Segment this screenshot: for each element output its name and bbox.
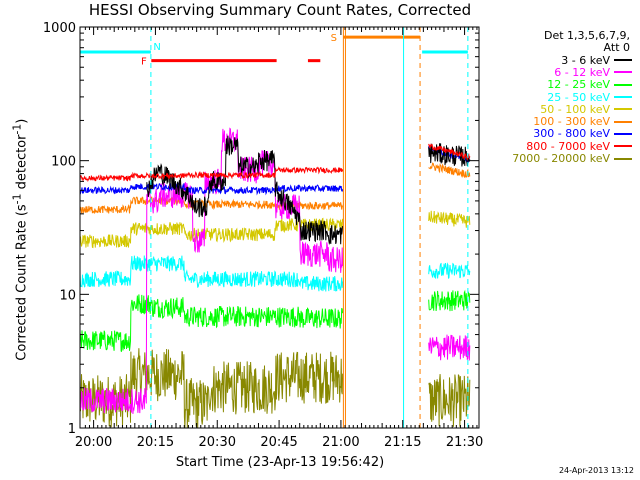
legend-swatch — [614, 108, 632, 111]
legend-detectors: Det 1,3,5,6,7,9, — [543, 29, 630, 42]
legend-entry: 50 - 100 keV — [486, 102, 636, 116]
series-line — [428, 334, 471, 361]
series-line — [79, 166, 344, 182]
legend-swatch — [614, 132, 632, 135]
legend-entry: 6 - 12 keV — [486, 65, 636, 79]
x-axis-label: Start Time (23-Apr-13 19:56:42) — [175, 455, 385, 470]
series-line — [79, 255, 344, 292]
y-tick-label: 10 — [59, 288, 76, 303]
y-axis-label: Corrected Count Rate (s-1 detector-1) — [10, 118, 30, 361]
legend: Det 1,3,5,6,7,9, Att 0 3 - 6 keV 6 - 12 k… — [486, 30, 636, 165]
legend-label: 12 - 25 keV — [547, 78, 610, 92]
legend-label: 50 - 100 keV — [540, 102, 610, 116]
series-line — [79, 294, 344, 353]
series-line — [428, 143, 471, 161]
x-tick-label: 20:00 — [75, 435, 112, 450]
legend-label: 6 - 12 keV — [554, 65, 610, 79]
series-line — [428, 143, 471, 167]
x-tick-label: 21:15 — [384, 435, 421, 450]
series-line — [428, 162, 471, 179]
legend-label: 25 - 50 keV — [547, 90, 610, 104]
y-tick-label: 100 — [51, 155, 76, 170]
legend-swatch — [614, 145, 632, 148]
legend-label: 7000 - 20000 keV — [512, 152, 610, 166]
series-line — [79, 348, 344, 429]
legend-label: 3 - 6 keV — [561, 53, 610, 67]
transition-lines — [150, 27, 469, 428]
legend-swatch — [614, 59, 632, 62]
obs-bar-label: F — [141, 57, 147, 68]
series-line — [79, 196, 344, 214]
x-tick-label: 20:30 — [199, 435, 236, 450]
x-tick-label: 21:30 — [446, 435, 483, 450]
series-line — [146, 135, 344, 245]
series-layer — [79, 127, 471, 429]
obs-bar-label: N — [153, 42, 160, 53]
obs-bar-label: S — [331, 33, 337, 44]
x-tick-label: 20:45 — [260, 435, 297, 450]
series-line — [428, 289, 471, 312]
y-tick-label: 1 — [68, 422, 76, 437]
legend-label: 800 - 7000 keV — [526, 139, 610, 153]
chart-title: HESSI Observing Summary Count Rates, Cor… — [88, 1, 472, 19]
axis-ticks: 20:00 20:15 20:30 20:45 21:00 21:15 21:30 1 10 10… — [43, 21, 483, 450]
series-line — [428, 210, 471, 228]
legend-entry: 3 - 6 keV — [486, 53, 636, 67]
legend-swatch — [614, 120, 632, 123]
legend-swatch — [614, 157, 632, 160]
legend-swatch — [614, 96, 632, 99]
legend-label: 300 - 800 keV — [533, 127, 610, 141]
x-tick-label: 21:00 — [322, 435, 359, 450]
x-tick-label: 20:15 — [137, 435, 174, 450]
legend-swatch — [614, 71, 632, 74]
y-tick-label: 1000 — [43, 21, 76, 36]
legend-label: 100 - 300 keV — [533, 115, 610, 129]
legend-entry: 300 - 800 keV — [486, 127, 636, 141]
observation-bars: NF S — [80, 33, 468, 68]
generation-timestamp: 24-Apr-2013 13:12 — [558, 466, 634, 475]
legend-entry: 12 - 25 keV — [486, 78, 636, 92]
legend-entry: 800 - 7000 keV — [486, 139, 636, 153]
legend-entry: 25 - 50 keV — [486, 90, 636, 104]
series-line — [428, 262, 471, 279]
legend-swatch — [614, 83, 632, 86]
legend-entry: 100 - 300 keV — [486, 115, 636, 129]
legend-entry: 7000 - 20000 keV — [486, 152, 636, 166]
legend-attenuator: Att 0 — [603, 41, 630, 54]
series-line — [428, 374, 471, 427]
